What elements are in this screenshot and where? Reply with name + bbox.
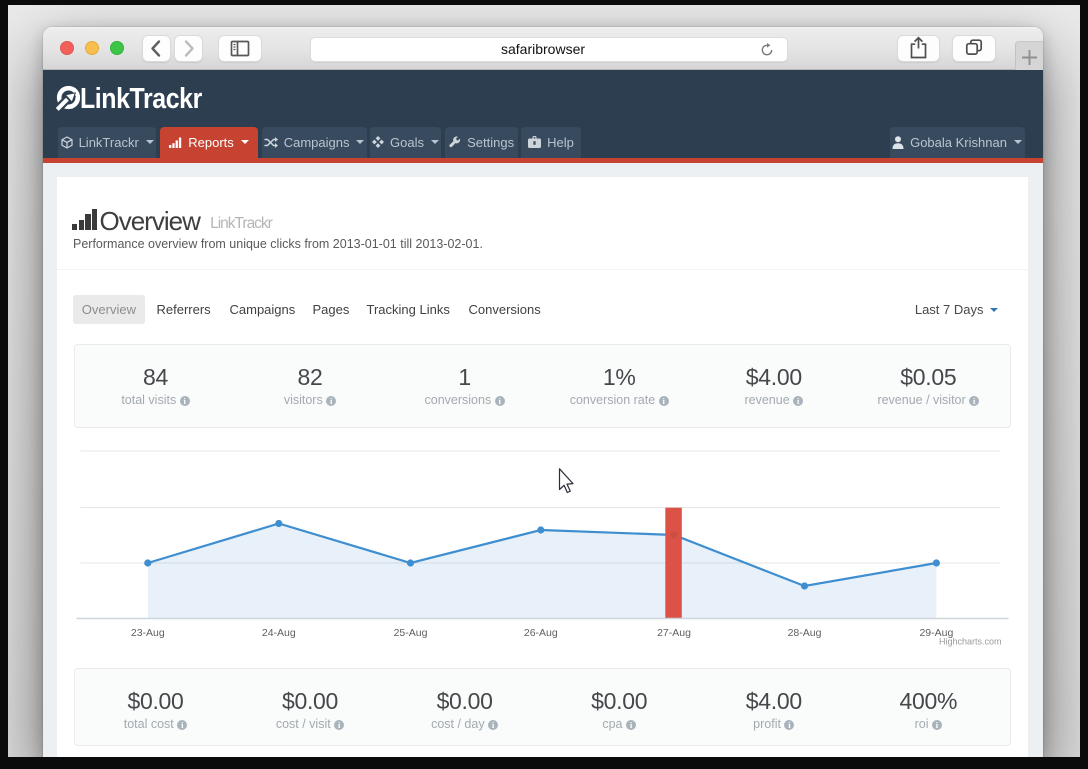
svg-text:26-Aug: 26-Aug [523,627,557,639]
svg-text:29-Aug: 29-Aug [919,627,953,639]
svg-text:25-Aug: 25-Aug [393,627,427,639]
svg-text:27-Aug: 27-Aug [657,627,691,639]
svg-text:Highcharts.com: Highcharts.com [938,637,1001,647]
svg-text:24-Aug: 24-Aug [261,627,295,639]
svg-text:23-Aug: 23-Aug [130,627,164,639]
svg-text:28-Aug: 28-Aug [787,627,821,639]
